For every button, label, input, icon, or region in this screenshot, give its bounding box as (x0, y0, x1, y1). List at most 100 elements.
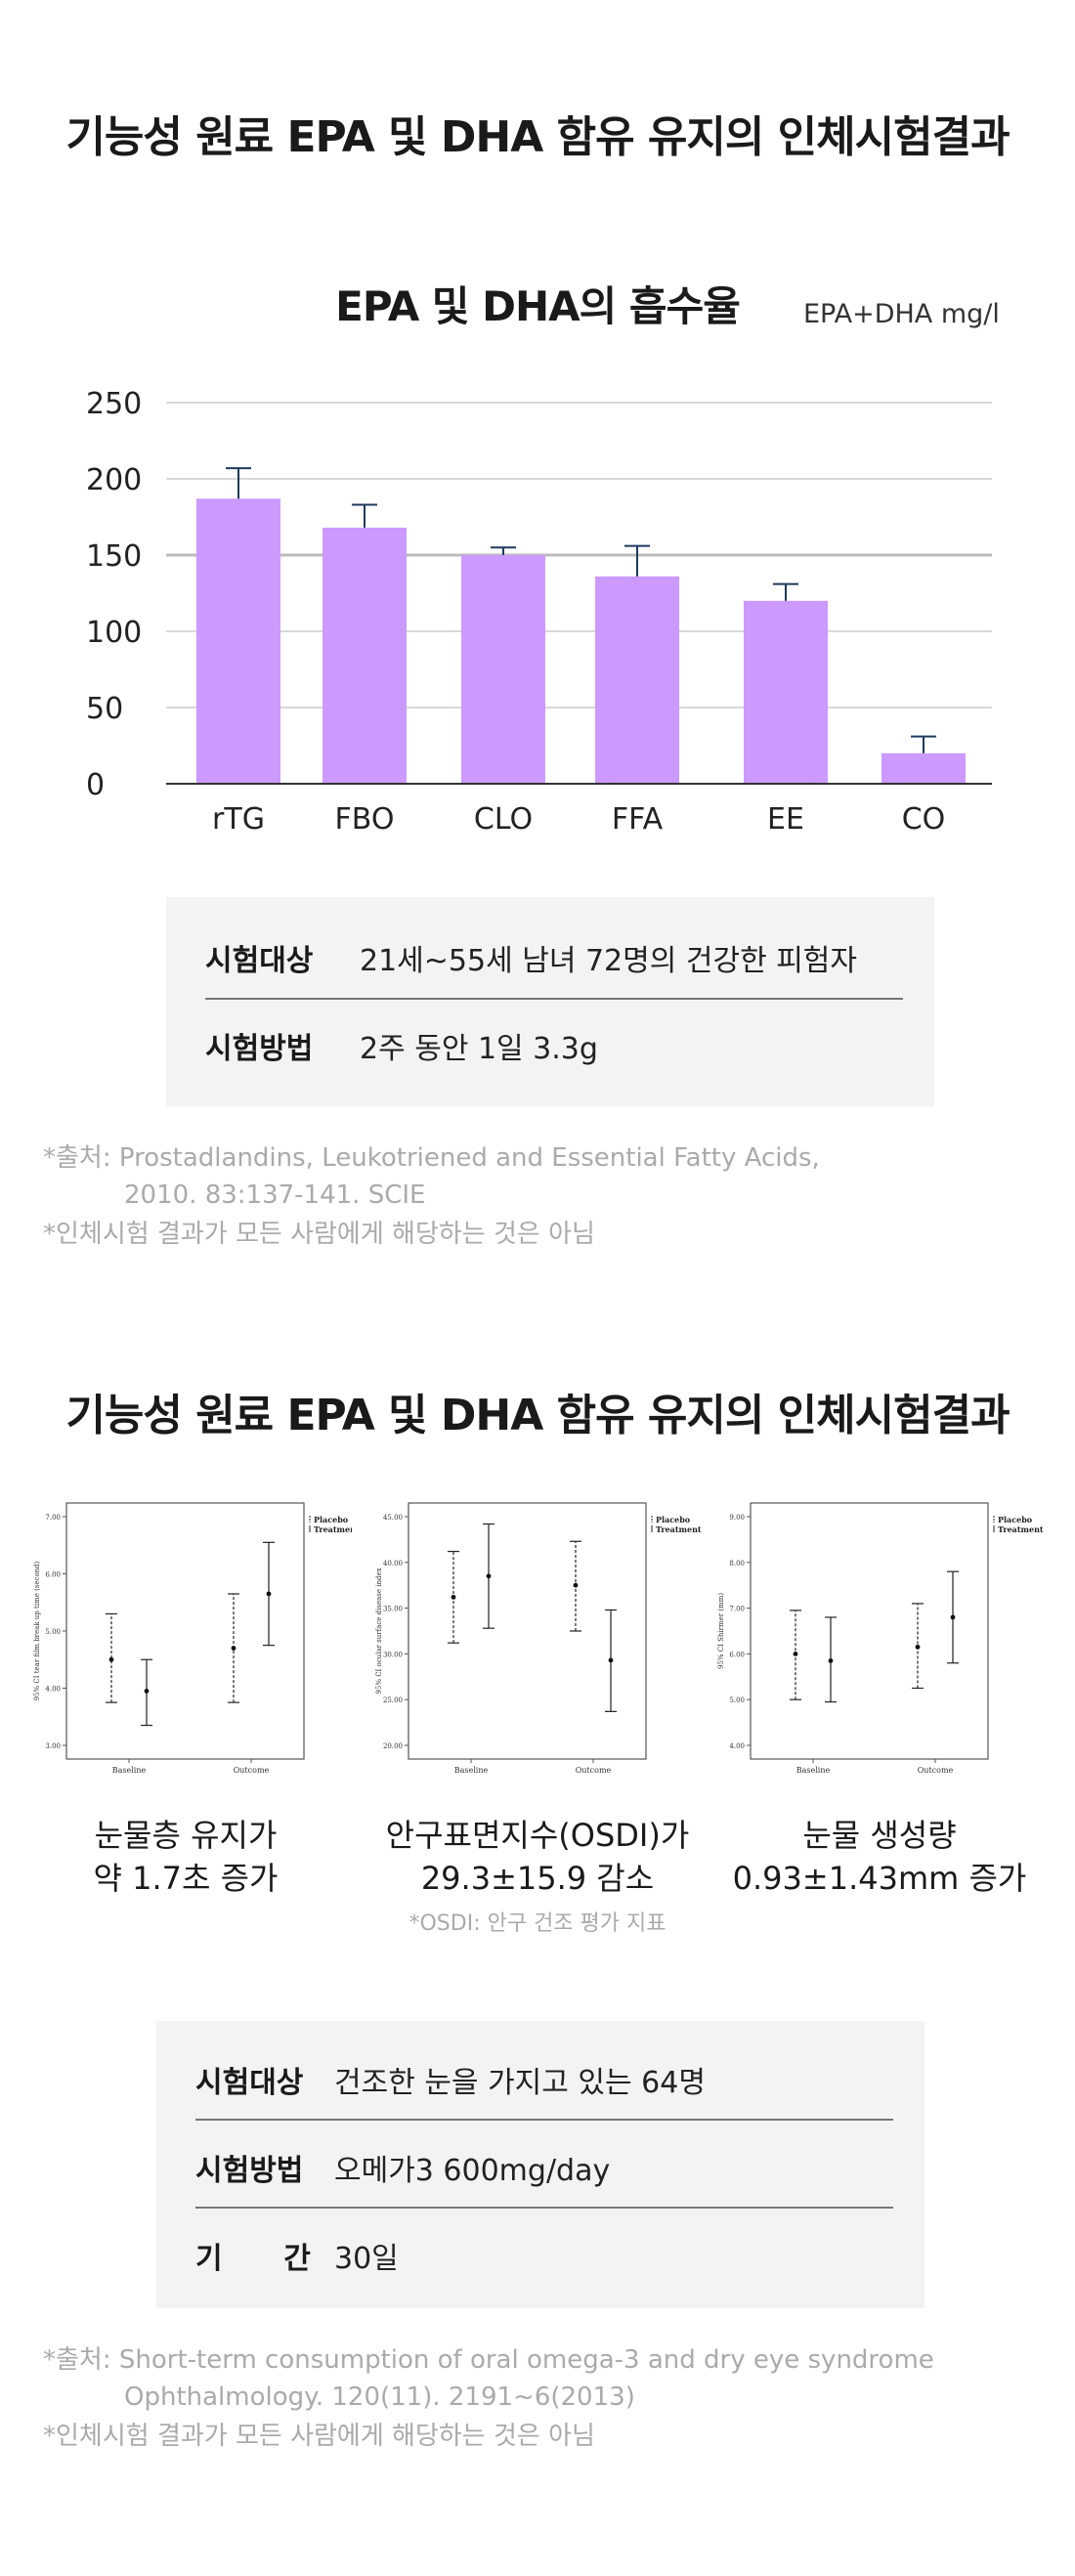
source-note-cont: Ophthalmology. 120(11). 2191~6(2013) (124, 2383, 635, 2412)
disclaimer-note: *인체시험 결과가 모든 사람에게 해당하는 것은 아님 (43, 1220, 595, 1249)
source-note: *출처: Short-term consumption of oral omeg… (43, 2345, 934, 2375)
osdi-note: *OSDI: 안구 건조 평가 지표 (408, 1911, 666, 1936)
legend-label: Placebo (998, 1515, 1033, 1524)
ci-chart-osdi: 45.00 40.00 35.00 30.00 25.00 20.00 95% CI ocu… (375, 1502, 702, 1775)
divider (195, 2119, 893, 2121)
x-tick-label: rTG (212, 802, 265, 837)
x-tick-label: FBO (335, 802, 395, 837)
legend-label: Treatment (314, 1524, 352, 1534)
ci-mean-point (608, 1657, 614, 1663)
divider (205, 998, 903, 1000)
ci-mean-point (451, 1594, 456, 1600)
ci-mean-point (950, 1614, 956, 1620)
y-tick-label: 6.00 (729, 1651, 745, 1658)
ci-mean-point (828, 1658, 834, 1663)
plot-frame (65, 1502, 305, 1760)
ci-mean-point (266, 1591, 272, 1597)
caption-line1: 눈물 생성량 (802, 1817, 957, 1854)
y-axis-label: 95% CI ocular surface disease index (375, 1567, 383, 1694)
source-note: *출처: Prostadlandins, Leukotriened and Es… (43, 1143, 820, 1173)
y-axis-label: 95% CI tear film break up time (second) (33, 1561, 41, 1700)
caption-line2: 약 1.7초 증가 (93, 1860, 279, 1897)
info-label-period: 기 간 (195, 2242, 311, 2276)
caption-line1: 안구표면지수(OSDI)가 (385, 1817, 690, 1854)
y-tick-label: 7.00 (729, 1606, 745, 1613)
caption-shirmer: 눈물 생성량 0.93±1.43mm 증가 (723, 1814, 1036, 1900)
bar (882, 752, 966, 784)
section2-heading: 기능성 원료 EPA 및 DHA 함유 유지의 인체시험결과 (65, 1391, 1010, 1440)
x-tick-label: FFA (612, 802, 664, 837)
y-tick-label: 4.00 (729, 1742, 745, 1750)
y-tick-label: 6.00 (45, 1571, 61, 1579)
legend-label: Treatment (998, 1524, 1044, 1534)
x-tick-label: CLO (474, 802, 533, 837)
y-tick-label: 100 (86, 616, 142, 650)
info-value-period: 30일 (334, 2242, 399, 2276)
plot-frame (408, 1502, 647, 1760)
ci-mean-point (486, 1573, 492, 1579)
section1-heading: 기능성 원료 EPA 및 DHA 함유 유지의 인체시험결과 (65, 112, 1010, 162)
x-tick-label: Baseline (796, 1766, 831, 1775)
ci-mean-point (915, 1644, 921, 1650)
y-tick-label: 5.00 (45, 1628, 61, 1636)
bar (196, 498, 280, 784)
ci-mean-point (573, 1582, 579, 1588)
x-tick-label: Outcome (234, 1766, 270, 1775)
chart-title: EPA 및 DHA의 흡수율 (335, 282, 741, 330)
y-tick-label: 30.00 (383, 1651, 403, 1658)
x-tick-label: Outcome (918, 1766, 954, 1775)
x-tick-label: Baseline (112, 1766, 147, 1775)
info-value-subject: 21세~55세 남녀 72명의 건강한 피험자 (360, 944, 858, 978)
bar-chart: 250 200 150 100 50 0 rTG FBO CLO FFA EE CO (86, 387, 992, 837)
y-tick-label: 250 (86, 387, 142, 421)
legend-label: Placebo (314, 1515, 349, 1524)
y-tick-label: 0 (86, 768, 105, 802)
ci-mean-point (108, 1656, 114, 1662)
x-tick-label: Outcome (576, 1766, 612, 1775)
caption-tear-breakup: 눈물층 유지가 약 1.7초 증가 (39, 1814, 332, 1900)
info-label-method: 시험방법 (195, 2154, 304, 2188)
legend-label: Treatment (656, 1524, 702, 1534)
caption-line2: 29.3±15.9 감소 (420, 1860, 655, 1897)
divider (195, 2207, 893, 2209)
ci-chart-tear-breakup: 7.00 6.00 5.00 4.00 3.00 95% CI tear film bre… (33, 1502, 352, 1775)
y-tick-label: 8.00 (729, 1560, 745, 1567)
y-tick-label: 3.00 (45, 1742, 61, 1750)
info-value-subject: 건조한 눈을 가지고 있는 64명 (334, 2066, 706, 2100)
section1-info-box: 시험대상 21세~55세 남녀 72명의 건강한 피험자 시험방법 2주 동안 … (166, 897, 934, 1106)
section2-info-box: 시험대상 건조한 눈을 가지고 있는 64명 시험방법 오메가3 600mg/d… (156, 2021, 924, 2308)
y-axis-label: 95% CI Shirmer (mm) (717, 1593, 725, 1669)
y-tick-label: 45.00 (383, 1514, 403, 1522)
bar (744, 600, 828, 784)
x-tick-label: EE (767, 802, 804, 837)
ci-mean-point (231, 1646, 236, 1651)
chart-unit: EPA+DHA mg/l (803, 299, 1000, 329)
y-tick-label: 50 (86, 692, 123, 726)
info-label-subject: 시험대상 (195, 2066, 304, 2100)
bar (461, 555, 545, 784)
y-tick-label: 25.00 (383, 1696, 403, 1704)
info-value-method: 오메가3 600mg/day (334, 2154, 611, 2188)
ci-mean-point (144, 1689, 150, 1694)
y-tick-label: 5.00 (729, 1696, 745, 1704)
bar (595, 576, 679, 784)
info-label-subject: 시험대상 (205, 944, 314, 978)
source-note-cont: 2010. 83:137-141. SCIE (124, 1181, 426, 1210)
caption-osdi: 안구표면지수(OSDI)가 29.3±15.9 감소 (371, 1814, 704, 1900)
y-tick-label: 7.00 (45, 1514, 61, 1522)
caption-line1: 눈물층 유지가 (94, 1817, 278, 1854)
disclaimer-note: *인체시험 결과가 모든 사람에게 해당하는 것은 아님 (43, 2422, 595, 2451)
legend-label: Placebo (656, 1515, 691, 1524)
x-tick-label: CO (902, 802, 946, 837)
caption-line2: 0.93±1.43mm 증가 (732, 1860, 1027, 1897)
y-tick-label: 4.00 (45, 1686, 61, 1694)
y-tick-label: 20.00 (383, 1742, 403, 1750)
bar (322, 527, 407, 784)
info-value-method: 2주 동안 1일 3.3g (360, 1032, 598, 1066)
ci-mean-point (793, 1652, 798, 1656)
y-tick-label: 40.00 (383, 1560, 403, 1567)
plot-frame (750, 1502, 989, 1760)
info-label-method: 시험방법 (205, 1032, 314, 1066)
ci-chart-shirmer: 9.00 8.00 7.00 6.00 5.00 4.00 95% CI Shirmer (… (717, 1502, 1044, 1775)
y-tick-label: 35.00 (383, 1606, 403, 1613)
